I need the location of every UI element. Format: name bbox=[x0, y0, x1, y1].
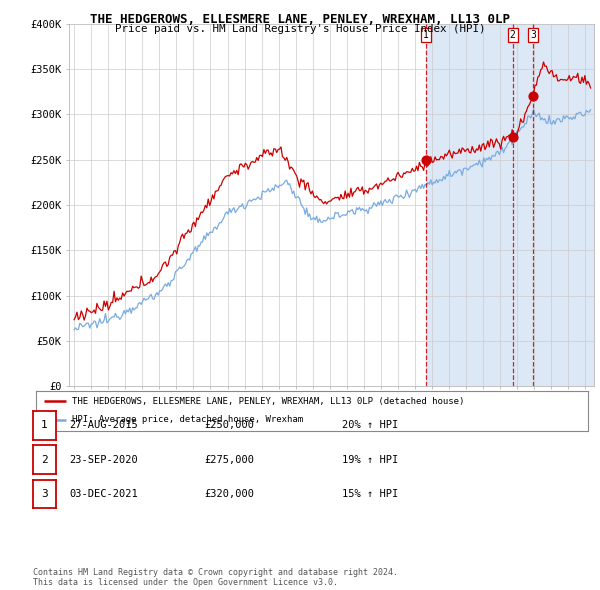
Text: 3: 3 bbox=[530, 30, 536, 40]
Text: £320,000: £320,000 bbox=[204, 489, 254, 499]
Text: 3: 3 bbox=[41, 489, 48, 499]
Text: 03-DEC-2021: 03-DEC-2021 bbox=[69, 489, 138, 499]
Text: 27-AUG-2015: 27-AUG-2015 bbox=[69, 421, 138, 430]
Text: Price paid vs. HM Land Registry's House Price Index (HPI): Price paid vs. HM Land Registry's House … bbox=[115, 24, 485, 34]
Text: HPI: Average price, detached house, Wrexham: HPI: Average price, detached house, Wrex… bbox=[72, 415, 303, 424]
Text: £275,000: £275,000 bbox=[204, 455, 254, 464]
Text: 1: 1 bbox=[423, 30, 429, 40]
Point bbox=[508, 132, 517, 142]
Text: 19% ↑ HPI: 19% ↑ HPI bbox=[342, 455, 398, 464]
Point bbox=[421, 155, 431, 165]
Text: 20% ↑ HPI: 20% ↑ HPI bbox=[342, 421, 398, 430]
Text: 15% ↑ HPI: 15% ↑ HPI bbox=[342, 489, 398, 499]
Text: 2: 2 bbox=[41, 455, 48, 464]
Text: THE HEDGEROWS, ELLESMERE LANE, PENLEY, WREXHAM, LL13 0LP (detached house): THE HEDGEROWS, ELLESMERE LANE, PENLEY, W… bbox=[72, 397, 464, 406]
Bar bbox=[426, 24, 594, 386]
Text: THE HEDGEROWS, ELLESMERE LANE, PENLEY, WREXHAM, LL13 0LP: THE HEDGEROWS, ELLESMERE LANE, PENLEY, W… bbox=[90, 13, 510, 26]
Text: 2: 2 bbox=[510, 30, 515, 40]
Text: 1: 1 bbox=[41, 421, 48, 430]
Text: 23-SEP-2020: 23-SEP-2020 bbox=[69, 455, 138, 464]
Text: £250,000: £250,000 bbox=[204, 421, 254, 430]
Point bbox=[528, 91, 538, 101]
Text: Contains HM Land Registry data © Crown copyright and database right 2024.
This d: Contains HM Land Registry data © Crown c… bbox=[33, 568, 398, 587]
